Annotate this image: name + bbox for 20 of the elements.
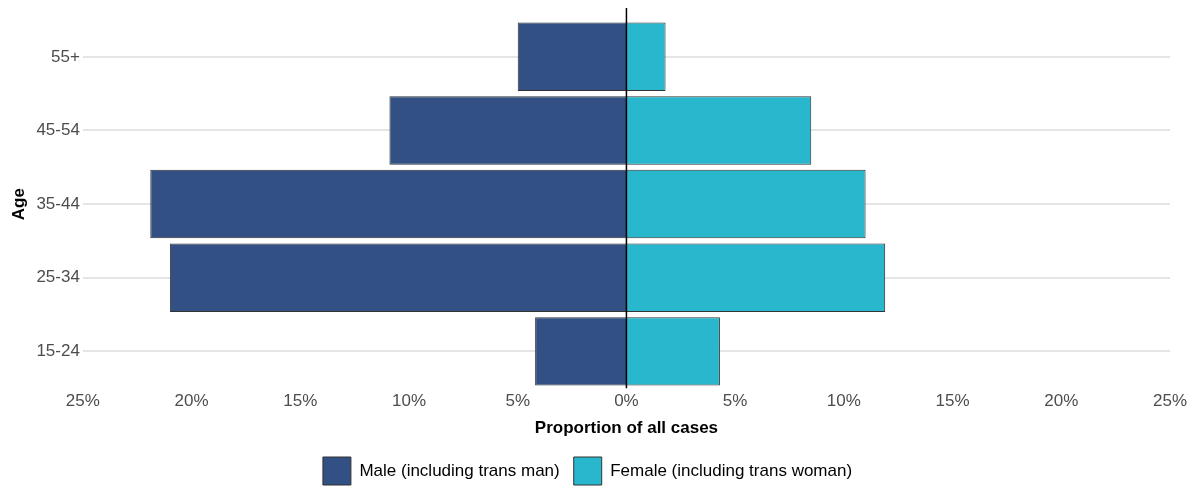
y-tick-label: 35-44	[36, 193, 80, 213]
y-tick-label: 55+	[51, 46, 80, 66]
y-tick-label: 25-34	[36, 267, 80, 287]
y-tick-label: 15-24	[36, 341, 80, 361]
x-tick-label: 20%	[174, 391, 209, 411]
x-tick-label: 20%	[1044, 391, 1079, 411]
x-tick-label: 10%	[392, 391, 427, 411]
legend-label: Female (including trans woman)	[610, 460, 853, 480]
x-axis-title: Proportion of all cases	[534, 418, 719, 438]
x-tick-label: 5%	[505, 391, 531, 411]
x-tick-label: 15%	[935, 391, 970, 411]
x-tick-label: 10%	[826, 391, 861, 411]
x-tick-label: 25%	[65, 391, 100, 411]
x-tick-label: 5%	[722, 391, 748, 411]
y-axis-title: Age	[8, 188, 28, 221]
x-tick-label: 0%	[614, 391, 639, 411]
x-tick-label: 25%	[1152, 391, 1187, 411]
legend-label: Male (including trans man)	[359, 460, 560, 480]
y-tick-label: 45-54	[36, 120, 80, 140]
x-tick-label: 15%	[283, 391, 318, 411]
